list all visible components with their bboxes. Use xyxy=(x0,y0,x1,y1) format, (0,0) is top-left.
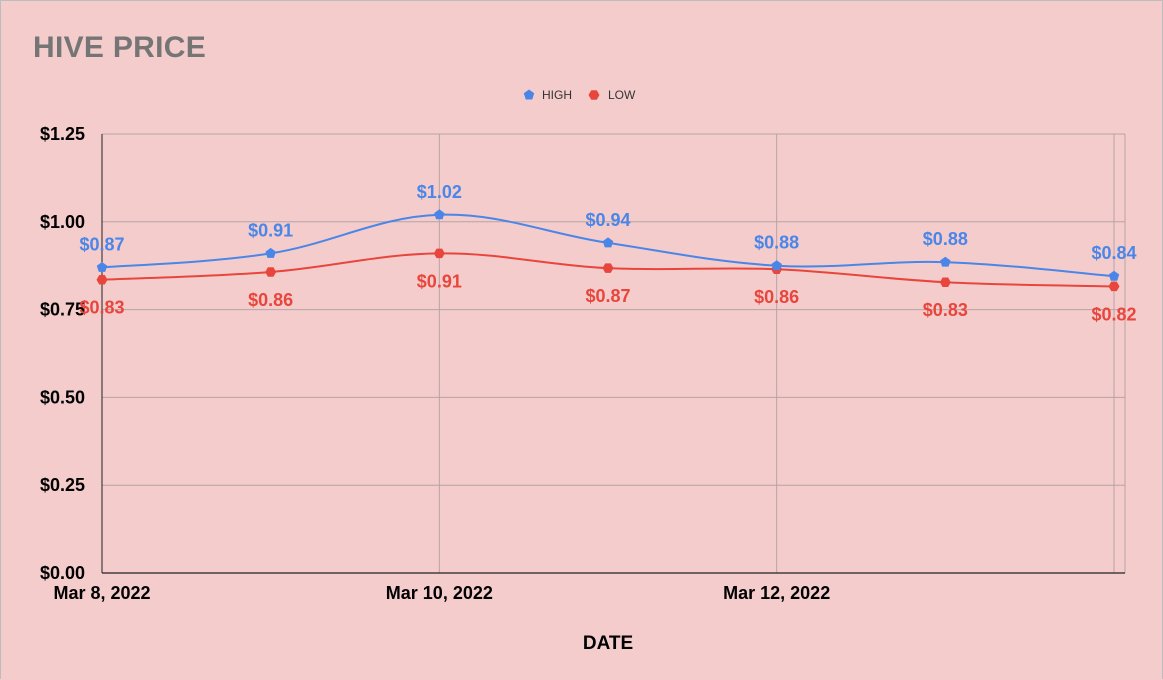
data-point-high xyxy=(602,237,614,248)
data-point-low xyxy=(1108,281,1120,292)
y-tick-label: $1.00 xyxy=(40,212,85,232)
x-tick-label: Mar 8, 2022 xyxy=(53,583,150,603)
data-point-low xyxy=(265,267,277,277)
data-point-high xyxy=(1108,270,1120,281)
data-label-low: $0.83 xyxy=(923,300,968,320)
x-axis-title: DATE xyxy=(583,633,633,654)
data-point-high xyxy=(940,256,951,267)
data-point-low xyxy=(939,277,951,287)
legend-marker-low xyxy=(588,90,600,100)
y-tick-label: $0.00 xyxy=(40,563,85,583)
data-label-low: $0.86 xyxy=(248,290,293,310)
data-point-high xyxy=(96,261,108,272)
data-label-high: $0.88 xyxy=(754,233,799,253)
data-label-high: $0.87 xyxy=(79,234,124,254)
data-point-high xyxy=(771,260,782,271)
y-tick-label: $1.25 xyxy=(40,124,85,144)
data-label-high: $0.91 xyxy=(248,220,293,240)
y-tick-label: $0.75 xyxy=(40,300,85,320)
y-tick-label: $0.25 xyxy=(40,475,85,495)
legend-marker-high xyxy=(523,89,535,100)
x-tick-label: Mar 12, 2022 xyxy=(723,583,830,603)
data-label-low: $0.82 xyxy=(1091,304,1136,324)
data-label-low: $0.91 xyxy=(417,271,462,291)
x-tick-label: Mar 10, 2022 xyxy=(386,583,493,603)
data-point-low xyxy=(96,274,108,285)
legend-label-low: LOW xyxy=(608,88,636,102)
data-label-high: $0.94 xyxy=(585,210,630,230)
data-point-low xyxy=(433,248,445,259)
data-label-high: $0.88 xyxy=(923,229,968,249)
data-label-low: $0.87 xyxy=(585,286,630,306)
chart-title: HIVE PRICE xyxy=(33,31,207,64)
legend-label-high: HIGH xyxy=(542,88,572,102)
data-label-high: $1.02 xyxy=(417,182,462,202)
data-point-high xyxy=(265,247,276,258)
data-label-high: $0.84 xyxy=(1091,243,1136,263)
data-label-low: $0.83 xyxy=(79,298,124,318)
data-point-high xyxy=(434,209,445,220)
y-tick-label: $0.50 xyxy=(40,387,85,407)
data-point-low xyxy=(602,263,614,273)
data-label-low: $0.86 xyxy=(754,287,799,307)
